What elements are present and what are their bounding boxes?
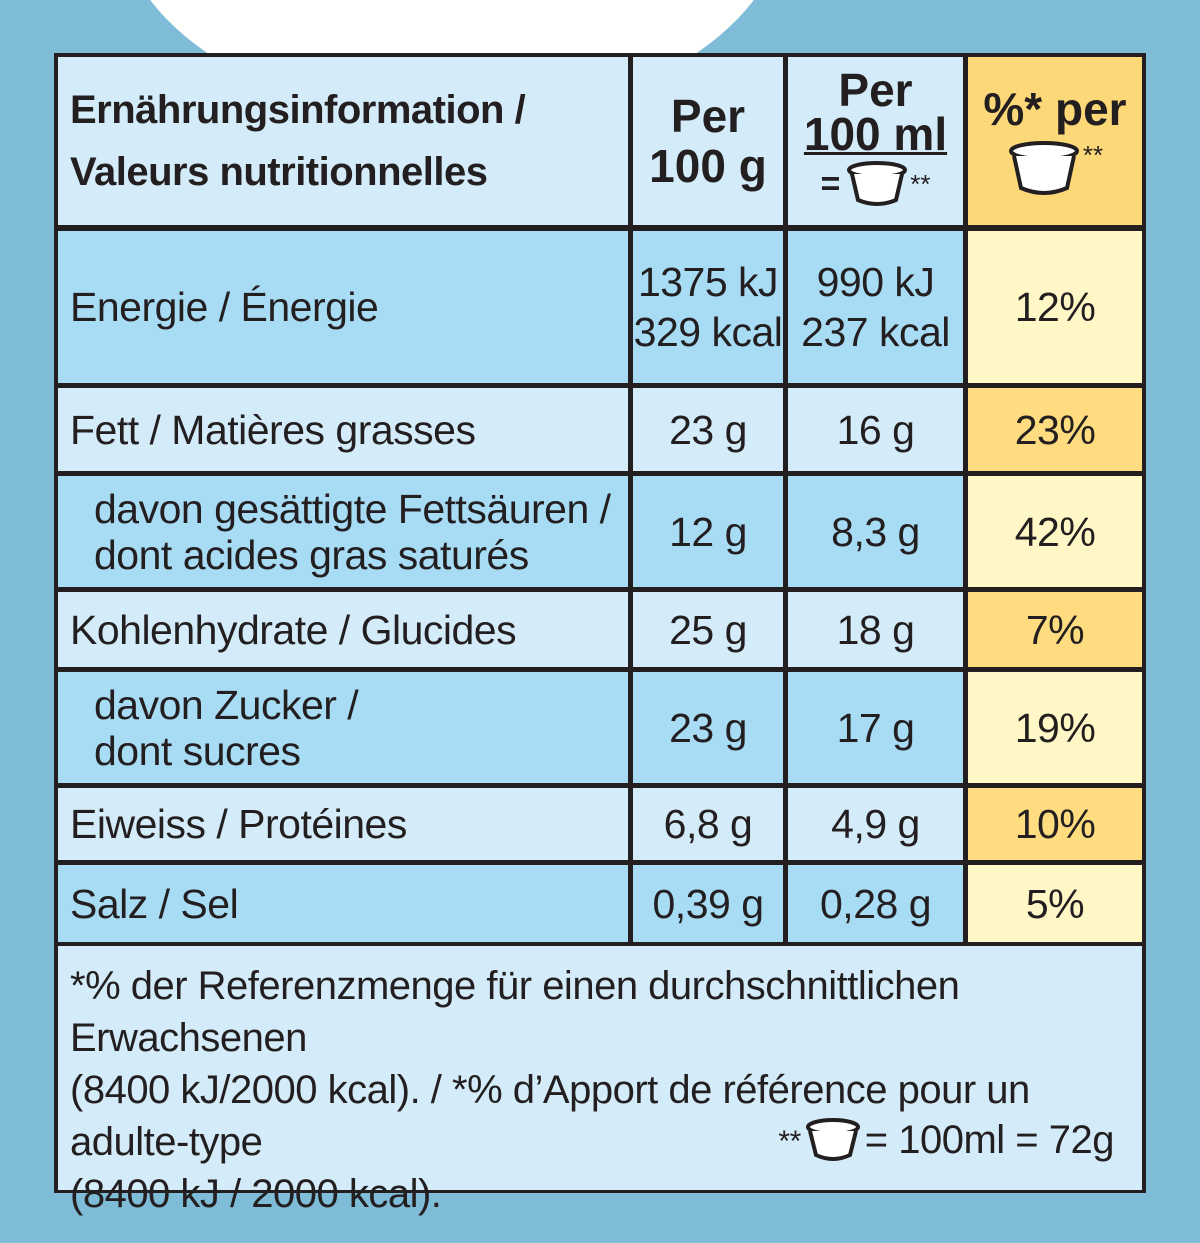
row-saturates-pct: 42% — [968, 476, 1142, 587]
row-salt-pct: 5% — [968, 865, 1142, 942]
header-per100ml-line2: 100 ml — [803, 108, 948, 160]
row-protein-pct: 10% — [968, 788, 1142, 860]
header-per100ml-stars: ** — [910, 169, 931, 199]
row-carbs-per100g: 25 g — [633, 592, 783, 667]
row-fat-pct: 23% — [968, 388, 1142, 471]
ice-cream-tub-icon — [846, 160, 908, 208]
header-label-cell: Ernährungsinformation / Valeurs nutritio… — [58, 57, 628, 225]
row-sugars-per100g: 23 g — [633, 672, 783, 783]
header-pct-cell: %* per ** — [968, 57, 1142, 225]
row-energy-per100ml: 990 kJ 237 kcal — [788, 231, 963, 383]
row-salt-label: Salz / Sel — [58, 865, 628, 942]
row-carbs-pct: 7% — [968, 592, 1142, 667]
header-label-de: Ernährungsinformation / — [70, 88, 526, 132]
row-energy-pct: 12% — [968, 231, 1142, 383]
row-salt-per100g: 0,39 g — [633, 865, 783, 942]
row-saturates-label: davon gesättigte Fettsäuren / dont acides… — [58, 476, 628, 587]
row-carbs-label: Kohlenhydrate / Glucides — [58, 592, 628, 667]
row-fat-per100ml: 16 g — [788, 388, 963, 471]
row-sugars-pct: 19% — [968, 672, 1142, 783]
row-saturates-per100ml: 8,3 g — [788, 476, 963, 587]
row-energy-per100g: 1375 kJ 329 kcal — [633, 231, 783, 383]
footnote-line3: (8400 kJ / 2000 kcal). — [70, 1172, 442, 1216]
row-saturates-per100g: 12 g — [633, 476, 783, 587]
portion-text: = 100ml = 72g — [864, 1118, 1115, 1162]
row-sugars-per100ml: 17 g — [788, 672, 963, 783]
header-equals: = — [820, 165, 841, 203]
header-per100ml-cell: Per 100 ml = ** — [788, 57, 963, 225]
header-pct-stars: ** — [1082, 140, 1104, 170]
ice-cream-tub-icon — [1007, 140, 1081, 198]
header-label-fr: Valeurs nutritionnelles — [70, 150, 488, 194]
row-protein-per100g: 6,8 g — [633, 788, 783, 860]
portion-stars: ** — [778, 1125, 801, 1158]
row-salt-per100ml: 0,28 g — [788, 865, 963, 942]
portion-definition: ** = 100ml = 72g — [778, 1112, 1115, 1168]
header-per100g-line1: Per — [670, 90, 746, 142]
row-energy-label: Energie / Énergie — [58, 231, 628, 383]
row-protein-label: Eiweiss / Protéines — [58, 788, 628, 860]
row-fat-label: Fett / Matières grasses — [58, 388, 628, 471]
footnote-line2: (8400 kJ/2000 kcal). / *% d’Apport de ré… — [70, 1068, 1030, 1164]
header-per100ml-line1: Per — [838, 64, 913, 116]
row-sugars-label: davon Zucker / dont sucres — [58, 672, 628, 783]
row-fat-per100g: 23 g — [633, 388, 783, 471]
ice-cream-tub-icon — [805, 1117, 861, 1163]
row-carbs-per100ml: 18 g — [788, 592, 963, 667]
header-pct-line1: %* per — [983, 83, 1127, 135]
header-per100g-line2: 100 g — [649, 140, 767, 192]
footnote: *% der Referenzmenge für einen durchschn… — [58, 946, 1142, 1216]
row-protein-per100ml: 4,9 g — [788, 788, 963, 860]
header-per100g-cell: Per 100 g — [633, 57, 783, 225]
footnote-line1: *% der Referenzmenge für einen durchschn… — [70, 964, 960, 1060]
